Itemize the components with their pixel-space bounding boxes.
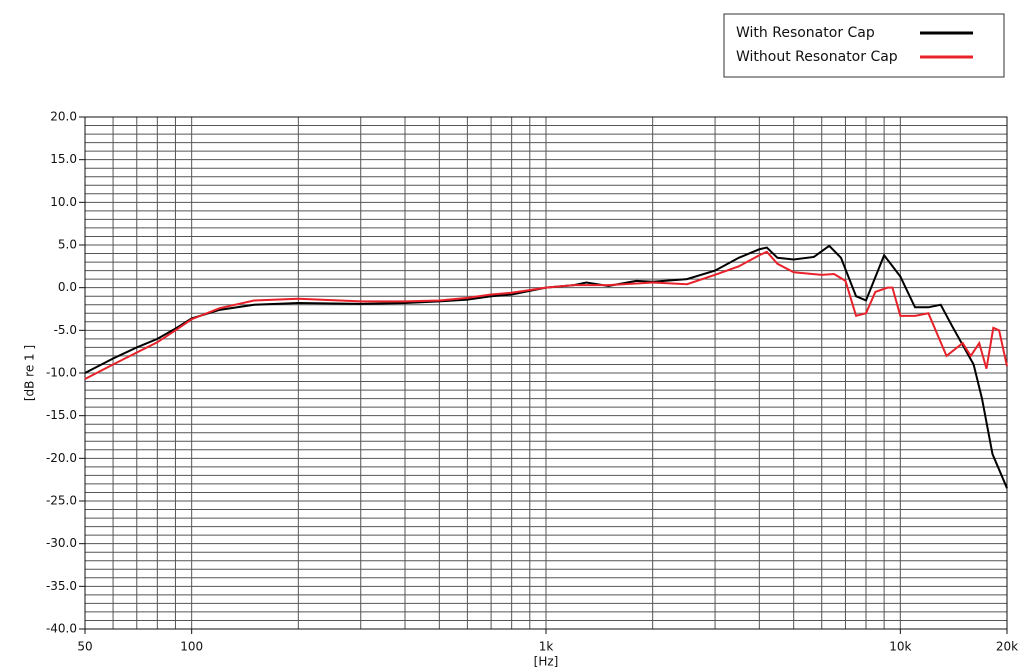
y-tick-label: 10.0 [50,195,77,209]
y-tick-label: -40.0 [46,622,77,636]
y-tick-label: -25.0 [46,494,77,508]
y-tick-label: -35.0 [46,579,77,593]
legend-label: Without Resonator Cap [736,49,898,65]
x-tick-label: 100 [180,640,203,654]
x-tick-label: 1k [539,640,554,654]
y-tick-label: 20.0 [50,110,77,124]
y-tick-label: -20.0 [46,451,77,465]
x-axis-label: [Hz] [534,655,559,669]
y-tick-label: -15.0 [46,408,77,422]
y-tick-label: 0.0 [58,280,77,294]
y-tick-label: 15.0 [50,152,77,166]
legend-label: With Resonator Cap [736,25,875,41]
y-axis-label: [dB re 1 ] [23,345,37,401]
line-series [84,250,1008,380]
line-series [84,244,1008,489]
x-tick-label: 20k [996,640,1018,654]
y-tick-label: -30.0 [46,536,77,550]
y-tick-label: -10.0 [46,366,77,380]
x-tick-label: 50 [77,640,92,654]
y-tick-label: -5.0 [54,323,77,337]
y-tick-label: 5.0 [58,238,77,252]
legend-box [723,13,1005,78]
x-tick-label: 10k [889,640,911,654]
